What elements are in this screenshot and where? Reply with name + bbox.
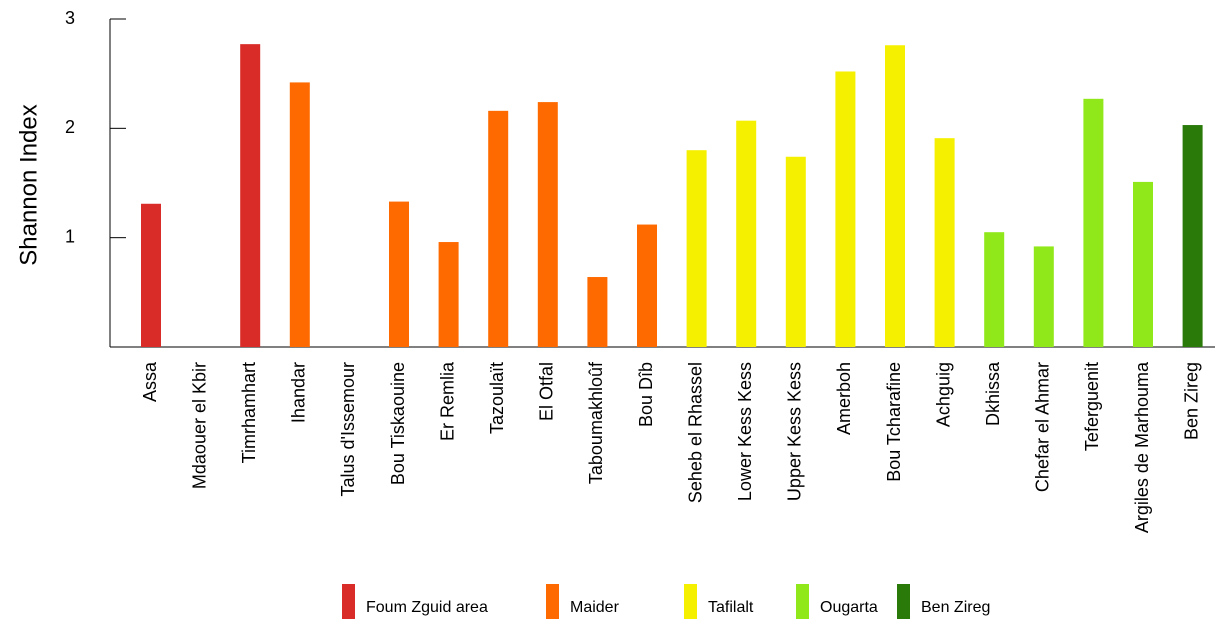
y-tick-label: 3 bbox=[65, 8, 75, 28]
x-tick-label: Mdaouer el Kbir bbox=[189, 362, 209, 489]
bar bbox=[438, 242, 459, 347]
legend-swatch bbox=[342, 584, 355, 619]
legend-swatch bbox=[897, 584, 910, 619]
y-tick-label: 2 bbox=[65, 117, 75, 137]
x-tick-label: Taboumakhloûf bbox=[586, 361, 606, 484]
x-tick-label: Bou Dîb bbox=[636, 362, 656, 427]
x-tick-label: Timrhamhart bbox=[239, 362, 259, 463]
x-tick-label: Upper Kess Kess bbox=[785, 362, 805, 501]
x-tick-label: Amerboh bbox=[834, 362, 854, 435]
bar bbox=[1083, 98, 1104, 348]
x-tick-label: Teferguenit bbox=[1082, 362, 1102, 451]
bar bbox=[389, 201, 409, 347]
x-tick-label: Bou Tiskaouine bbox=[388, 362, 408, 485]
x-tick-label: Er Remlia bbox=[437, 361, 457, 441]
x-tick-label: Achguig bbox=[933, 362, 953, 427]
bar bbox=[141, 203, 161, 347]
bar bbox=[240, 44, 261, 347]
bar bbox=[289, 82, 310, 347]
x-tick-label: Assa bbox=[140, 361, 160, 402]
x-tick-label: Talus d'Issemour bbox=[338, 362, 358, 497]
x-tick-label: El Otfal bbox=[537, 362, 557, 421]
bar bbox=[835, 71, 856, 347]
bar bbox=[934, 138, 955, 347]
bar bbox=[885, 45, 905, 348]
x-tick-label: Dkhissa bbox=[983, 361, 1003, 426]
bar bbox=[1182, 125, 1203, 347]
bar bbox=[984, 232, 1005, 347]
bar bbox=[785, 156, 806, 347]
bar bbox=[736, 120, 757, 348]
bar bbox=[637, 224, 657, 347]
x-tick-label: Seheb el Rhassel bbox=[685, 362, 705, 503]
x-tick-label: Lower Kess Kess bbox=[735, 362, 755, 501]
bar bbox=[488, 110, 509, 347]
bar bbox=[587, 277, 608, 347]
bar bbox=[537, 102, 558, 348]
legend-label: Maider bbox=[570, 599, 620, 616]
x-tick-label: Ihandar bbox=[289, 362, 309, 423]
x-tick-label: Chefar el Ahmar bbox=[1033, 362, 1053, 492]
x-tick-label: Ben Zireg bbox=[1181, 362, 1201, 440]
bar bbox=[1133, 181, 1153, 347]
bar bbox=[686, 150, 707, 347]
y-axis-label: Shannon Index bbox=[15, 104, 42, 265]
legend-label: Tafilalt bbox=[708, 599, 754, 616]
x-tick-label: Tazoulaït bbox=[487, 362, 507, 434]
y-tick-label: 1 bbox=[65, 226, 75, 246]
legend-swatch bbox=[684, 584, 697, 619]
legend-swatch bbox=[796, 584, 809, 619]
legend-label: Ougarta bbox=[820, 599, 878, 616]
x-tick-label: Argiles de Marhouma bbox=[1132, 361, 1152, 533]
x-tick-label: Bou Tcharafine bbox=[884, 362, 904, 482]
legend-swatch bbox=[546, 584, 559, 619]
legend-label: Ben Zireg bbox=[921, 599, 990, 616]
bar bbox=[1033, 246, 1054, 347]
legend-label: Foum Zguid area bbox=[366, 599, 488, 616]
